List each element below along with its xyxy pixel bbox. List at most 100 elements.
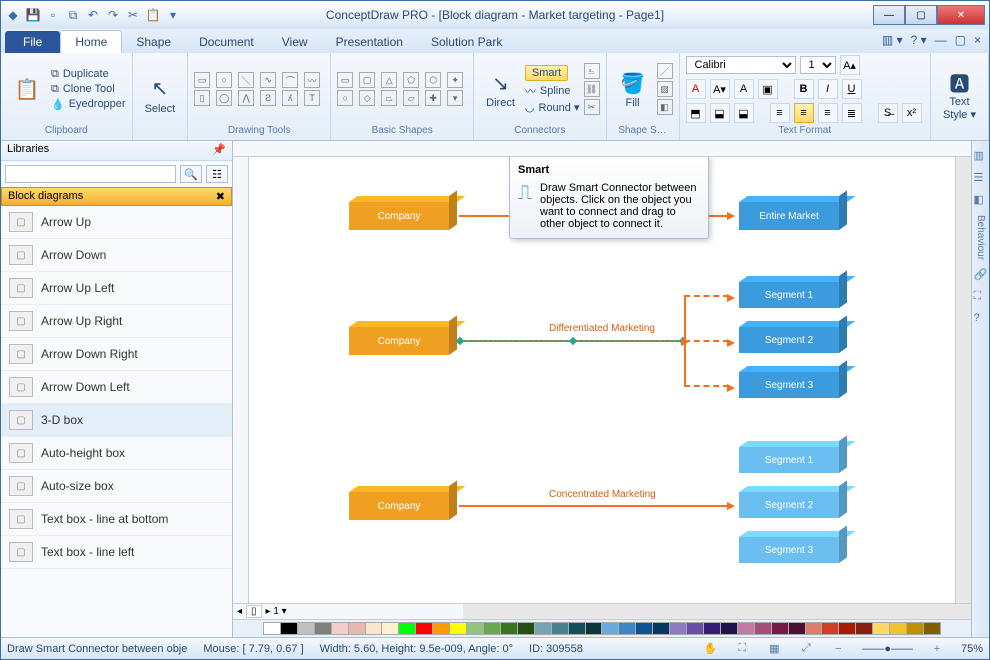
zoom-out-icon[interactable]: − (830, 641, 846, 657)
color-swatch[interactable] (602, 622, 619, 635)
library-item[interactable]: ▢Arrow Down (1, 239, 232, 272)
tab-view[interactable]: View (268, 31, 322, 53)
company-box-2[interactable]: Company (349, 327, 449, 355)
font-color-icon[interactable]: A (686, 79, 706, 99)
strip-help-icon[interactable]: ? (974, 312, 988, 326)
segment-3-3[interactable]: Segment 3 (739, 537, 839, 563)
color-swatch[interactable] (382, 622, 399, 635)
search-button[interactable]: 🔍 (180, 165, 202, 183)
save-icon[interactable]: 💾 (25, 7, 41, 23)
highlight-icon[interactable]: A (734, 79, 754, 99)
color-swatch[interactable] (806, 622, 823, 635)
align-top-icon[interactable]: ⬒ (686, 103, 706, 123)
connector-2-main[interactable] (459, 340, 684, 342)
tool-poly-circle-icon[interactable]: ◯ (216, 90, 232, 106)
color-swatch[interactable] (890, 622, 907, 635)
color-swatch[interactable] (399, 622, 416, 635)
shape-pentagon-icon[interactable]: ⬠ (403, 72, 419, 88)
mdi-icon[interactable]: ▥ ▾ (882, 33, 903, 47)
align-left-icon[interactable]: ≡ (770, 103, 790, 123)
color-swatch[interactable] (433, 622, 450, 635)
tool-bezier-icon[interactable]: Ƨ (260, 90, 276, 106)
segment-2-2[interactable]: Segment 2 (739, 327, 839, 353)
color-swatch[interactable] (366, 622, 383, 635)
tool-poly-rect-icon[interactable]: ▯ (194, 90, 210, 106)
color-swatch[interactable] (670, 622, 687, 635)
tab-home[interactable]: Home (60, 30, 122, 53)
doc-max-icon[interactable]: ▢ (955, 33, 966, 47)
color-swatch[interactable] (755, 622, 772, 635)
segment-2-1[interactable]: Segment 1 (739, 282, 839, 308)
help-icon[interactable]: ? ▾ (911, 33, 927, 47)
undo-icon[interactable]: ↶ (85, 7, 101, 23)
shadow-icon[interactable]: ▨ (657, 81, 673, 97)
direct-connector-button[interactable]: ↘Direct (480, 65, 521, 113)
segment-3-1[interactable]: Segment 1 (739, 447, 839, 473)
library-item[interactable]: ▢Arrow Up (1, 206, 232, 239)
select-button[interactable]: ↖Select (139, 71, 182, 119)
shape-diamond-icon[interactable]: ◇ (359, 90, 375, 106)
color-swatch[interactable] (569, 622, 586, 635)
shape-roundrect-icon[interactable]: ▢ (359, 72, 375, 88)
company-box-1[interactable]: Company (349, 202, 449, 230)
library-item[interactable]: ▢Arrow Down Left (1, 371, 232, 404)
font-grow-icon[interactable]: A▴ (840, 55, 860, 75)
conn-chain-icon[interactable]: ⛓ (584, 81, 600, 97)
shape-cross-icon[interactable]: ✚ (425, 90, 441, 106)
color-swatch[interactable] (619, 622, 636, 635)
tab-shape[interactable]: Shape (122, 31, 185, 53)
align-center-icon[interactable]: ≡ (794, 103, 814, 123)
clone-tool-button[interactable]: ⧉ Clone Tool (51, 83, 126, 96)
page-tabs[interactable]: ◂ ▯ ▸ 1 ▾ (233, 603, 463, 619)
shape-rect-icon[interactable]: ▭ (337, 72, 353, 88)
copy-icon[interactable]: ⧉ (65, 7, 81, 23)
color-swatch[interactable] (298, 622, 315, 635)
color-swatch[interactable] (822, 622, 839, 635)
color-swatch[interactable] (484, 622, 501, 635)
color-swatch[interactable] (518, 622, 535, 635)
color-swatch[interactable] (653, 622, 670, 635)
behaviour-panel-label[interactable]: Behaviour (975, 215, 986, 260)
align-right-icon[interactable]: ≡ (818, 103, 838, 123)
library-search-input[interactable] (5, 165, 176, 183)
paste-button[interactable]: 📋 (7, 71, 47, 107)
color-swatch[interactable] (789, 622, 806, 635)
color-swatch[interactable] (721, 622, 738, 635)
color-swatch[interactable] (839, 622, 856, 635)
library-item[interactable]: ▢Auto-height box (1, 437, 232, 470)
fill-button[interactable]: 🪣Fill (613, 65, 653, 113)
company-box-3[interactable]: Company (349, 492, 449, 520)
color-swatch[interactable] (738, 622, 755, 635)
font-size-select[interactable]: 12 (800, 56, 836, 74)
close-button[interactable]: ✕ (937, 5, 985, 25)
library-category[interactable]: Block diagrams ✖ (1, 187, 232, 206)
color-swatch[interactable] (467, 622, 484, 635)
paste-icon[interactable]: 📋 (145, 7, 161, 23)
segment-2-3[interactable]: Segment 3 (739, 372, 839, 398)
underline-button[interactable]: U (842, 79, 862, 99)
scrollbar-horizontal[interactable] (463, 603, 971, 619)
canvas[interactable]: Company Entire Market Company Differenti… (249, 157, 955, 603)
strip-size-icon[interactable]: ⛶ (974, 290, 988, 304)
library-item[interactable]: ▢Auto-size box (1, 470, 232, 503)
color-swatch[interactable] (416, 622, 433, 635)
tool-line-icon[interactable]: ＼ (238, 72, 254, 88)
pan-icon[interactable]: ✋ (702, 641, 718, 657)
connector-2b[interactable] (684, 340, 729, 342)
italic-button[interactable]: I (818, 79, 838, 99)
align-justify-icon[interactable]: ≣ (842, 103, 862, 123)
library-item[interactable]: ▢Arrow Up Right (1, 305, 232, 338)
doc-min-icon[interactable]: — (935, 33, 947, 47)
color-swatch[interactable] (315, 622, 332, 635)
tool-rect-icon[interactable]: ▭ (194, 72, 210, 88)
scrollbar-vertical[interactable] (955, 157, 971, 603)
color-swatch[interactable] (586, 622, 603, 635)
tab-solution-park[interactable]: Solution Park (417, 31, 516, 53)
library-close-icon[interactable]: ✖ (216, 190, 225, 203)
tool-free-icon[interactable]: ʎ (282, 90, 298, 106)
library-item[interactable]: ▢Text box - line at bottom (1, 503, 232, 536)
color-swatch[interactable] (772, 622, 789, 635)
redo-icon[interactable]: ↷ (105, 7, 121, 23)
color-swatch[interactable] (856, 622, 873, 635)
new-icon[interactable]: ▫ (45, 7, 61, 23)
